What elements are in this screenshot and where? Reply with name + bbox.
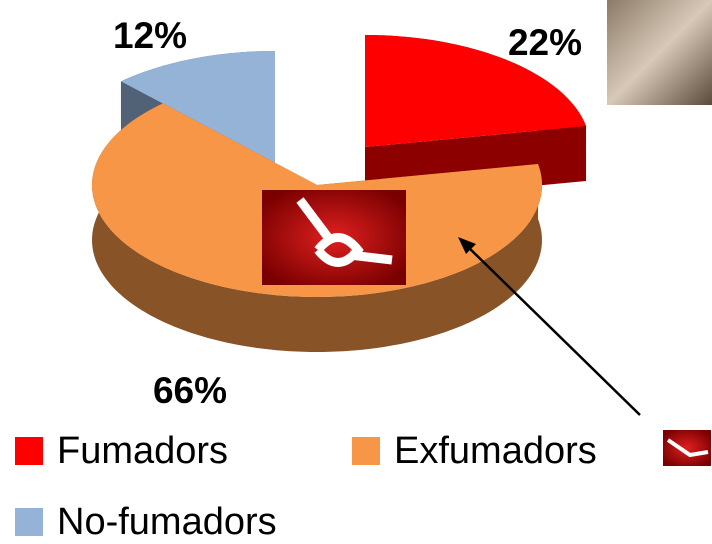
legend-swatch <box>352 437 380 465</box>
slice <box>365 35 587 147</box>
arrow-head <box>458 237 476 254</box>
legend-label: Fumadors <box>57 430 228 472</box>
cigarette-knot <box>296 197 393 267</box>
small-cigarette-icon <box>663 430 711 466</box>
legend-label: No-fumadors <box>57 501 277 543</box>
arrow <box>464 243 641 416</box>
photo <box>607 0 712 105</box>
slice-side <box>92 103 542 352</box>
value-label: 66% <box>153 370 227 411</box>
value-label: 22% <box>508 22 582 63</box>
legend-swatch <box>15 437 43 465</box>
small-cigarette-knot <box>666 438 709 458</box>
legend-swatch <box>15 508 43 536</box>
slice <box>120 51 275 163</box>
legend-label: Exfumadors <box>394 430 597 472</box>
value-label: 12% <box>113 15 187 56</box>
